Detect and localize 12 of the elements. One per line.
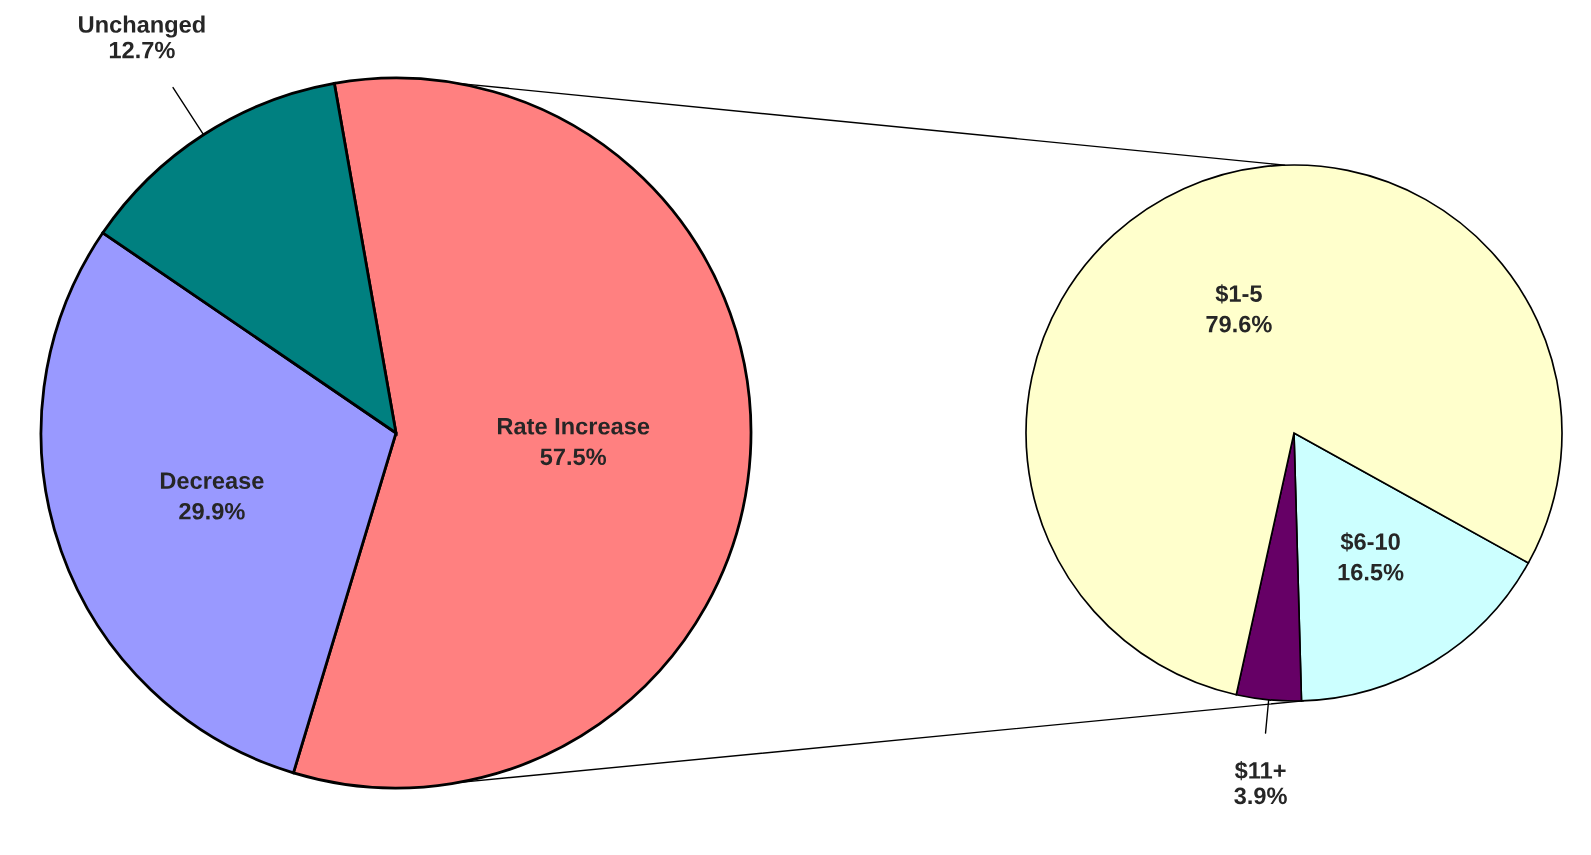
slice-label: Decrease [160, 472, 264, 490]
data-label: 3.9% [1234, 787, 1287, 805]
data-label: 16.5% [1338, 563, 1404, 581]
slice-label: $11+ [1234, 761, 1286, 781]
slice-label: $6-10 [1340, 532, 1400, 552]
slice-label: Unchanged [79, 15, 205, 38]
data-label: 12.7% [109, 41, 175, 59]
slice-label: $1-5 [1215, 284, 1262, 304]
data-label: 29.9% [179, 502, 245, 520]
slice-label: Rate Increase [497, 418, 650, 435]
data-label: 79.6% [1206, 315, 1272, 333]
data-label: 57.5% [540, 448, 607, 466]
